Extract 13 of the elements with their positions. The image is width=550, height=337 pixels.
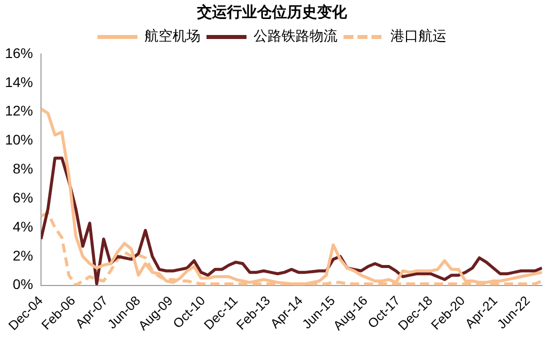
y-tick-label: 0% <box>12 276 34 292</box>
y-tick-label: 6% <box>12 189 34 206</box>
legend-label: 公路铁路物流 <box>254 28 338 45</box>
y-tick-label: 2% <box>12 247 34 264</box>
y-tick-label: 10% <box>4 132 34 148</box>
legend-label: 航空机场 <box>144 28 200 45</box>
chart-title: 交运行业仓位历史变化 <box>196 2 348 21</box>
y-tick-label: 8% <box>12 160 34 177</box>
legend-label: 港口航运 <box>390 28 446 45</box>
y-tick-label: 12% <box>4 102 34 119</box>
y-tick-label: 14% <box>4 74 34 90</box>
y-tick-label: 4% <box>12 218 34 234</box>
y-tick-label: 16% <box>4 44 34 61</box>
